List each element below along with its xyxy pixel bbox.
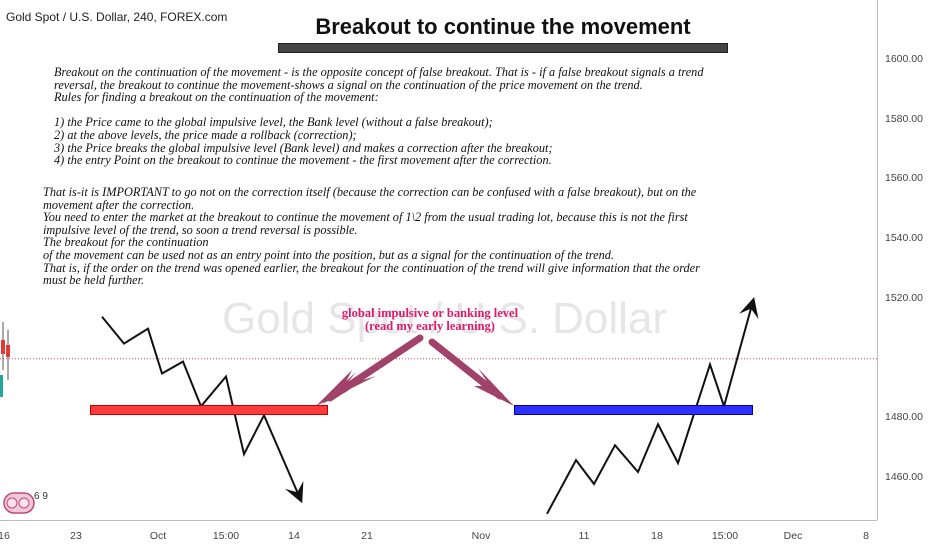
price-tick: 1600.00 [885,53,923,65]
notes-paragraph: That is-it is IMPORTANT to go not on the… [43,185,700,288]
time-tick: 21 [361,530,373,542]
title-underline-bar [278,43,728,53]
candles [0,322,10,397]
symbol-label: Gold Spot / U.S. Dollar, 240, FOREX.com [6,10,228,24]
price-axis[interactable] [877,0,932,520]
level-arrow-left [316,334,424,406]
idea-title-box: Breakout to continue the movement [278,14,728,40]
annotation-line-1: global impulsive or banking level [341,306,519,320]
annotation-line-2: (read my early learning) [365,319,495,333]
blue-level-zone[interactable] [514,405,753,416]
bullish-path [546,297,759,515]
current-price-tag: 1499.93 [886,352,924,365]
price-tick: 1480.00 [885,411,923,424]
bearish-path [101,316,304,504]
time-tick: Nov [471,530,491,542]
red-level-zone[interactable] [90,405,328,416]
rules-paragraph: Breakout on the continuation of the move… [54,65,704,168]
idea-title: Breakout to continue the movement [315,14,691,39]
time-tick: Oct [149,530,167,542]
price-tick: 1460.00 [885,471,923,483]
level-arrow-right [428,338,514,406]
price-tick: 1540.00 [885,232,923,245]
time-tick: 18 [651,530,663,542]
symbol-watermark: Gold Spot / U.S. Dollar [222,294,668,343]
time-tick: 11 [578,530,590,542]
tradingview-logo [2,487,48,517]
price-tick: 1580.00 [885,112,923,125]
time-tick: 8 [863,530,869,542]
price-tick: 1520.00 [885,291,923,304]
time-tick: 23 [70,530,82,542]
time-tick: Dec [783,530,803,542]
time-tick: 16 [0,530,10,542]
chart-drawing [0,297,877,515]
time-tick: 15:00 [212,530,240,542]
countdown-tag: 01:28:35 [884,373,926,386]
level-annotation: global impulsive or banking level (read … [310,307,550,333]
logo-counter: 6 9 [34,491,48,502]
time-tick: 14 [288,530,300,542]
time-axis[interactable] [0,520,877,551]
time-tick: 15:00 [711,530,739,542]
price-tick: 1560.00 [885,172,923,185]
